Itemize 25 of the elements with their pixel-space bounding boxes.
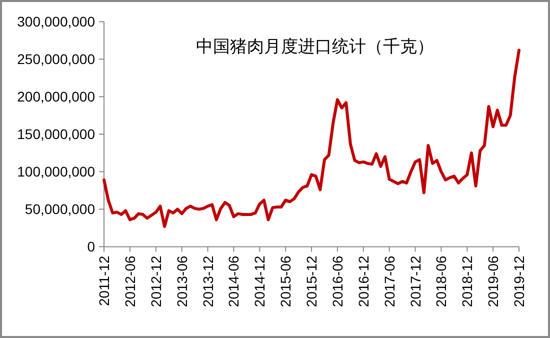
- x-tick-label: 2011-12: [96, 255, 112, 306]
- x-tick-label: 2012-12: [148, 256, 164, 308]
- x-tick-label: 2017-06: [381, 256, 398, 308]
- x-tick-label: 2012-06: [122, 256, 138, 308]
- x-tick-label: 2019-12: [511, 256, 527, 308]
- y-tick-label: 100,000,000: [17, 164, 96, 180]
- y-tick-label: 150,000,000: [17, 126, 96, 142]
- x-tick-label: 2019-06: [485, 256, 502, 308]
- x-tick-label: 2015-12: [304, 256, 320, 308]
- y-tick-label: 0: [87, 238, 96, 255]
- y-tick-label: 50,000,000: [24, 201, 96, 218]
- x-tick-label: 2013-12: [200, 256, 216, 308]
- x-tick-label: 2014-12: [252, 256, 268, 308]
- text: 中国猪肉月度进口统计（千克）: [196, 37, 434, 57]
- x-tick-label: 2018-12: [459, 256, 476, 308]
- x-tick-label: 2017-12: [407, 256, 424, 308]
- y-tick-label: 300,000,000: [17, 14, 96, 30]
- x-tick-label: 2016-06: [329, 256, 346, 308]
- x-tick-label: 2013-06: [174, 256, 190, 308]
- y-tick-label: 200,000,000: [17, 88, 96, 105]
- x-tick-label: 2015-06: [278, 256, 294, 308]
- x-tick-label: 2016-12: [355, 256, 372, 308]
- y-tick-label: 250,000,000: [17, 51, 96, 68]
- x-tick-label: 2014-06: [226, 256, 242, 308]
- x-tick-label: 2018-06: [433, 256, 450, 308]
